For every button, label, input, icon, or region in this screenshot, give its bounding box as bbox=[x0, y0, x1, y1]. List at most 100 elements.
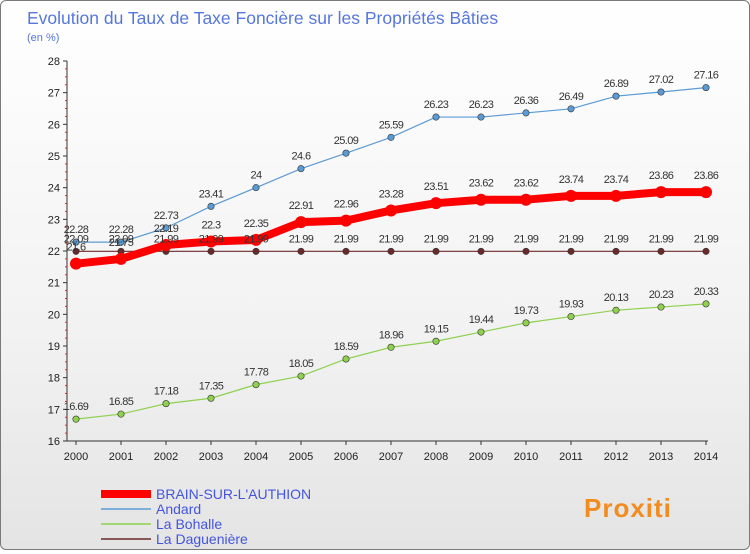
data-label: 25.09 bbox=[334, 135, 359, 147]
data-label: 23.86 bbox=[649, 170, 674, 182]
axes: 16 17 18 19 20 21 22 23 24 25 26 27 28 2000 2001 2002 20… bbox=[48, 56, 718, 463]
data-label: 21.6 bbox=[66, 242, 85, 254]
data-point bbox=[207, 202, 215, 210]
y-tick-label: 23 bbox=[48, 214, 60, 226]
data-label: 21.75 bbox=[109, 237, 134, 249]
data-point bbox=[387, 343, 395, 351]
data-point bbox=[522, 109, 530, 117]
x-tick-label: 2012 bbox=[604, 451, 628, 463]
data-label: 24.6 bbox=[291, 151, 310, 163]
data-label: 22.28 bbox=[109, 224, 134, 236]
data-label: 19.73 bbox=[514, 305, 539, 317]
data-label: 26.89 bbox=[604, 78, 629, 90]
data-label: 22.96 bbox=[334, 199, 359, 211]
data-label: 22.35 bbox=[244, 218, 269, 230]
x-tick-label: 2006 bbox=[334, 451, 358, 463]
data-point bbox=[610, 189, 622, 202]
x-tick-label: 2004 bbox=[244, 451, 268, 463]
data-label: 23.74 bbox=[559, 174, 584, 186]
data-point bbox=[72, 238, 80, 246]
data-label: 22.28 bbox=[64, 224, 89, 236]
data-point bbox=[702, 84, 710, 92]
y-tick-label: 18 bbox=[48, 373, 60, 385]
x-tick-label: 2014 bbox=[694, 451, 718, 463]
data-label: 27.02 bbox=[649, 74, 674, 86]
data-label: 18.05 bbox=[289, 358, 314, 370]
x-tick-label: 2008 bbox=[424, 451, 448, 463]
y-tick-label: 25 bbox=[48, 151, 60, 163]
x-tick-label: 2005 bbox=[289, 451, 313, 463]
chart-title: Evolution du Taux de Taxe Foncière sur l… bbox=[27, 8, 498, 28]
x-tick-label: 2007 bbox=[379, 451, 403, 463]
data-label: 21.99 bbox=[199, 233, 224, 245]
y-tick-label: 21 bbox=[48, 278, 60, 290]
data-point bbox=[207, 247, 215, 255]
data-point bbox=[430, 197, 442, 210]
data-label: 18.96 bbox=[379, 329, 404, 341]
data-label: 23.74 bbox=[604, 174, 629, 186]
data-label: 22.09 bbox=[109, 233, 134, 245]
data-label: 21.99 bbox=[244, 233, 269, 245]
data-point bbox=[565, 189, 577, 202]
data-label: 23.86 bbox=[694, 170, 719, 182]
data-point bbox=[520, 193, 532, 206]
data-label: 20.23 bbox=[649, 289, 674, 301]
data-point bbox=[567, 247, 575, 255]
data-label: 21.99 bbox=[604, 233, 629, 245]
data-point bbox=[342, 247, 350, 255]
data-point bbox=[477, 247, 485, 255]
y-tick-label: 26 bbox=[48, 119, 60, 131]
data-point bbox=[702, 300, 710, 308]
data-label: 26.36 bbox=[514, 95, 539, 107]
data-label: 21.99 bbox=[424, 233, 449, 245]
legend-label: BRAIN-SUR-L'AUTHION bbox=[156, 486, 311, 502]
data-label: 21.99 bbox=[514, 233, 539, 245]
svg-text:Proxiti: Proxiti bbox=[584, 493, 672, 523]
data-point bbox=[522, 319, 530, 327]
data-point bbox=[297, 372, 305, 380]
legend-label: Andard bbox=[156, 501, 201, 517]
data-point bbox=[340, 214, 352, 227]
data-label: 20.33 bbox=[694, 286, 719, 298]
x-tick-label: 2003 bbox=[199, 451, 223, 463]
data-point bbox=[295, 216, 307, 229]
y-tick-label: 22 bbox=[48, 246, 60, 258]
data-label: 23.62 bbox=[469, 178, 494, 190]
brand-logo-text: Proxiti bbox=[584, 493, 672, 523]
y-tick-label: 19 bbox=[48, 341, 60, 353]
data-label: 23.62 bbox=[514, 178, 539, 190]
x-tick-label: 2001 bbox=[109, 451, 133, 463]
data-point bbox=[297, 247, 305, 255]
data-point bbox=[162, 224, 170, 232]
legend-label: La Daguenière bbox=[156, 531, 248, 547]
data-point bbox=[387, 133, 395, 141]
data-label: 26.49 bbox=[559, 91, 584, 103]
data-label: 22.3 bbox=[201, 220, 220, 232]
data-label: 22.91 bbox=[289, 200, 314, 212]
data-point bbox=[702, 247, 710, 255]
data-point bbox=[342, 355, 350, 363]
data-label: 22.19 bbox=[154, 223, 179, 235]
data-label: 20.13 bbox=[604, 292, 629, 304]
y-tick-label: 24 bbox=[48, 183, 60, 195]
data-point bbox=[385, 204, 397, 217]
data-point bbox=[612, 306, 620, 314]
legend-label: La Bohalle bbox=[156, 516, 222, 532]
data-label: 21.99 bbox=[559, 233, 584, 245]
data-label: 25.59 bbox=[379, 119, 404, 131]
data-point bbox=[567, 313, 575, 321]
series-lines bbox=[70, 84, 712, 423]
data-point bbox=[387, 247, 395, 255]
data-label: 19.15 bbox=[424, 323, 449, 335]
data-point bbox=[72, 247, 80, 255]
data-label: 23.41 bbox=[199, 188, 224, 200]
data-label: 21.99 bbox=[289, 233, 314, 245]
data-point bbox=[252, 381, 260, 389]
data-label: 26.23 bbox=[469, 99, 494, 111]
x-tick-label: 2013 bbox=[649, 451, 673, 463]
data-point bbox=[657, 247, 665, 255]
x-tick-label: 2010 bbox=[514, 451, 538, 463]
data-label: 21.99 bbox=[379, 233, 404, 245]
